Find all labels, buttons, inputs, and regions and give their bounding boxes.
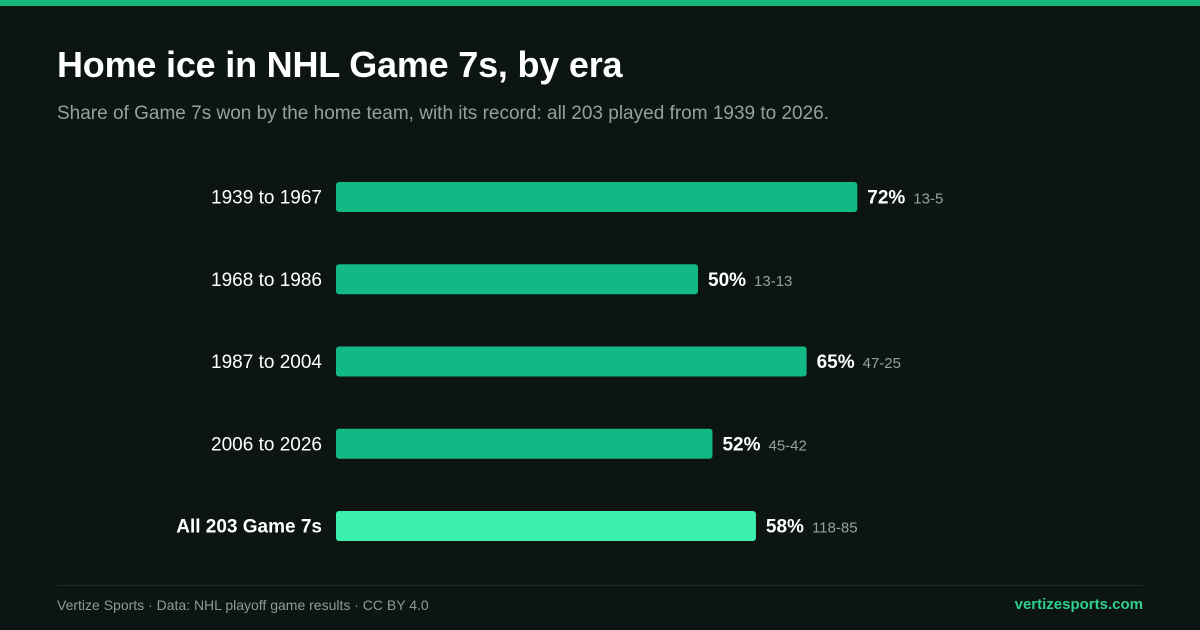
percent-label: 72% [867, 188, 905, 209]
chart-subtitle: Share of Game 7s won by the home team, w… [57, 103, 830, 124]
category-label: 1987 to 2004 [211, 352, 322, 373]
footer-divider [57, 585, 1143, 586]
chart-title: Home ice in NHL Game 7s, by era [57, 44, 623, 85]
percent-label: 52% [722, 434, 760, 455]
category-label: 1939 to 1967 [211, 188, 322, 209]
value-label: 72% 13-5 [867, 188, 943, 209]
record-label: 45-42 [769, 437, 807, 454]
percent-label: 58% [766, 517, 804, 538]
record-label: 47-25 [863, 355, 901, 372]
bar [336, 428, 713, 459]
value-label: 65% 47-25 [817, 352, 901, 373]
category-label: 1968 to 1986 [211, 270, 322, 291]
category-label: 2006 to 2026 [211, 434, 322, 455]
value-label: 52% 45-42 [722, 434, 806, 455]
record-label: 118-85 [812, 520, 858, 537]
footer-source: Vertize Sports · Data: NHL playoff game … [57, 597, 429, 613]
bar [336, 511, 756, 541]
record-label: 13-13 [754, 273, 792, 290]
value-label: 58% 118-85 [766, 517, 858, 538]
value-label: 50% 13-13 [708, 270, 792, 291]
record-label: 13-5 [913, 191, 943, 208]
percent-label: 65% [817, 352, 855, 373]
bar [336, 182, 858, 212]
bar [336, 346, 807, 377]
bar [336, 264, 698, 295]
percent-label: 50% [708, 270, 746, 291]
category-label: All 203 Game 7s [176, 517, 322, 538]
footer-site-link[interactable]: vertizesports.com [1014, 596, 1143, 613]
top-accent-bar [0, 0, 1200, 6]
